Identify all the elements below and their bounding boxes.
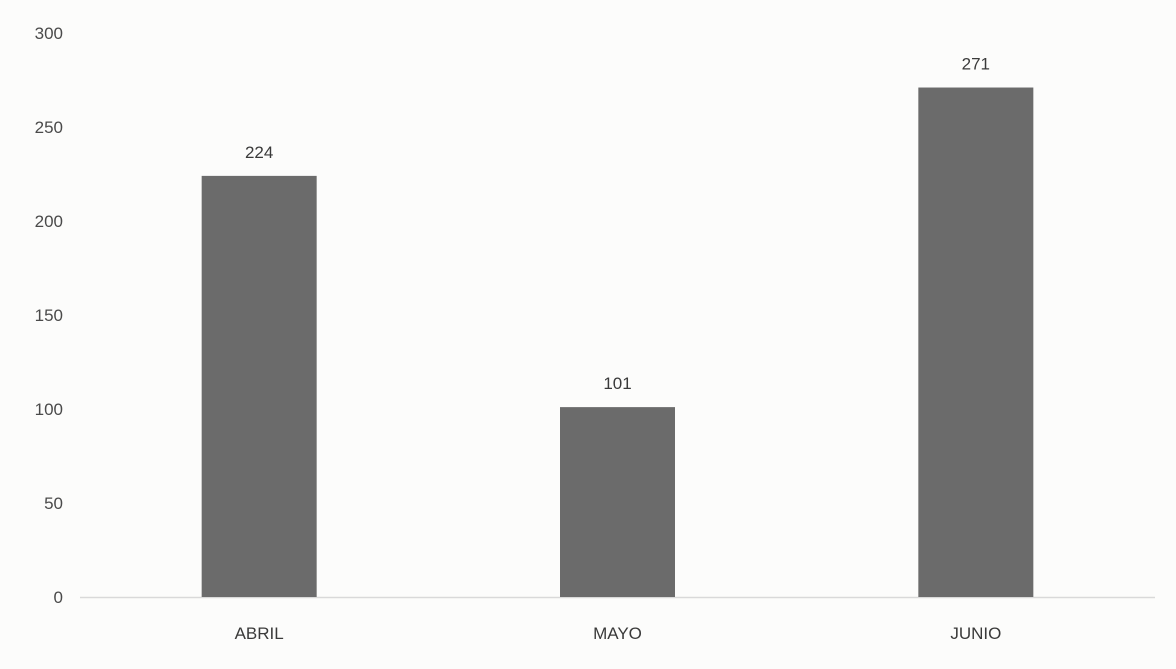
y-axis-ticks: 0 50 100 150 200 250 300 <box>35 24 63 607</box>
y-tick-label: 300 <box>35 24 63 43</box>
data-label-mayo: 101 <box>603 374 631 393</box>
y-tick-label: 0 <box>54 588 63 607</box>
bars-group <box>201 87 1034 598</box>
y-tick-label: 200 <box>35 212 63 231</box>
bar-mayo <box>560 407 675 597</box>
data-label-junio: 271 <box>962 55 990 74</box>
data-labels-group: 224 101 271 <box>245 55 990 394</box>
y-tick-label: 250 <box>35 118 63 137</box>
category-label-mayo: MAYO <box>593 624 642 643</box>
y-tick-label: 50 <box>44 494 63 513</box>
y-tick-label: 100 <box>35 400 63 419</box>
data-label-abril: 224 <box>245 143 273 162</box>
category-label-junio: JUNIO <box>950 624 1001 643</box>
category-label-abril: ABRIL <box>235 624 284 643</box>
y-tick-label: 150 <box>35 306 63 325</box>
bar-abril <box>201 175 317 597</box>
bar-junio <box>918 87 1034 598</box>
category-labels-group: ABRIL MAYO JUNIO <box>235 624 1002 643</box>
